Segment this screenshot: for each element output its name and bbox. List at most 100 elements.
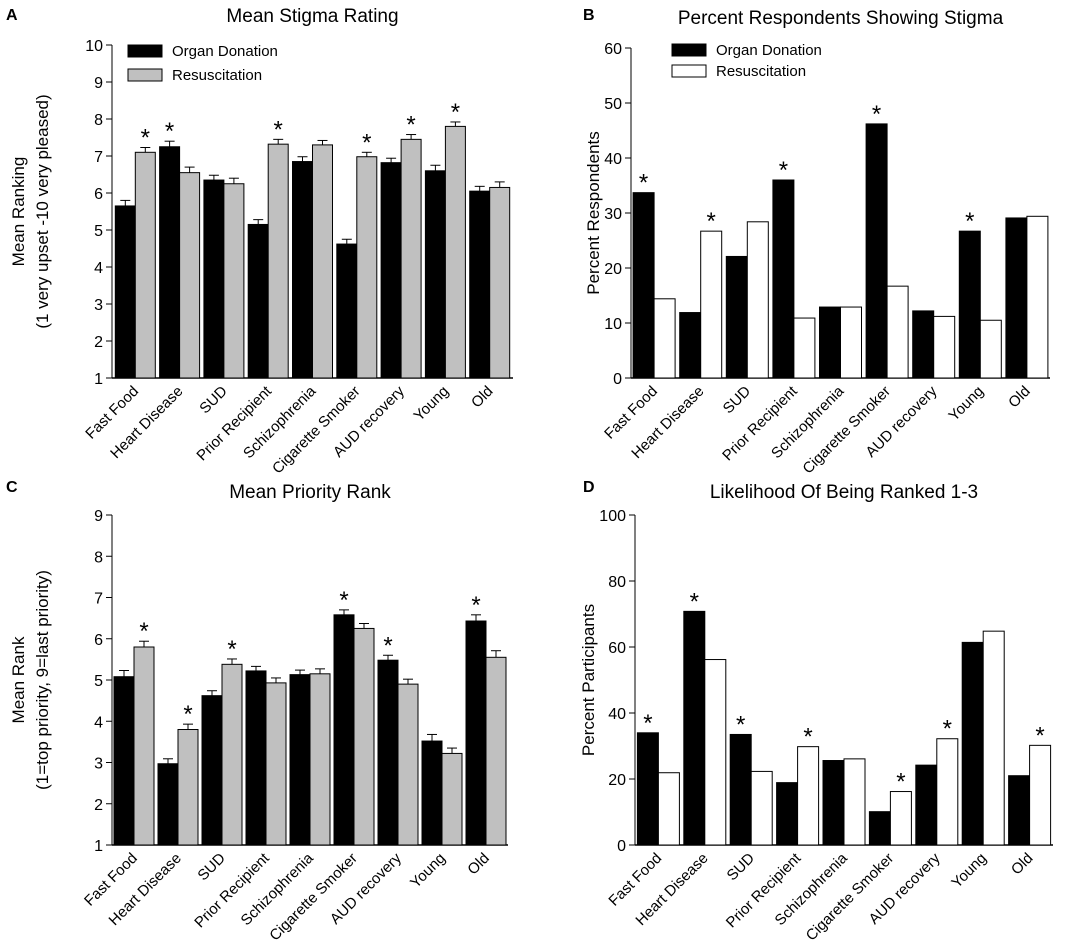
panel-a-letter: A (6, 7, 18, 24)
panel-d-xtick-young: Young (948, 850, 990, 892)
panel-a-bar-resuscitation-fast-food (134, 151, 156, 379)
panel-b-xtick-old: Old (1005, 383, 1034, 412)
panel-a-bar-resuscitation-heart-disease (179, 172, 201, 379)
panel-d-bar-resuscitation-sud (750, 770, 773, 846)
panel-b-ytick-label: 40 (604, 151, 622, 168)
panel-a-star-fast-food: * (141, 124, 150, 151)
panel-d-bar-resuscitation-schizophrenia (843, 758, 866, 846)
panel-a-ylabel-sub: (1 very upset -10 very pleased) (33, 94, 52, 328)
panel-b-bar-resuscitation-sud (746, 221, 769, 379)
panel-b-title: Percent Respondents Showing Stigma (678, 8, 1004, 29)
panel-c-ytick-label: 6 (94, 632, 103, 649)
panel-a-bar-resuscitation-cigarette-smoker (356, 156, 378, 379)
panel-b-ytick-label: 0 (613, 371, 622, 388)
panel-d-ytick-label: 40 (608, 706, 626, 723)
panel-d-bar-resuscitation-cigarette-smoker (889, 791, 912, 846)
panel-d-star-prior-recipient: * (803, 724, 812, 751)
panel-b-letter: B (583, 7, 595, 24)
panel-d-xtick-sud: SUD (724, 850, 759, 885)
panel-d-bar-resuscitation-aud-recovery (936, 738, 959, 846)
panel-a-ytick-label: 9 (94, 75, 103, 92)
panel-a-xtick-young: Young (411, 383, 453, 425)
panel-c-bar-organ-donation-aud-recovery (377, 659, 399, 846)
panel-c-letter: C (6, 479, 18, 496)
panel-d: D Likelihood Of Being Ranked 1-3 0 20 40 60 80… (579, 479, 1053, 944)
panel-d-star-heart-disease: * (690, 588, 699, 615)
panel-a-bar-organ-donation-schizophrenia (292, 161, 313, 379)
panel-d-bar-organ-donation-sud (729, 733, 752, 846)
panel-b-bar-resuscitation-prior-recipient (793, 317, 816, 379)
panel-d-ytick-label: 20 (608, 772, 626, 789)
panel-b-star-heart-disease: * (707, 208, 716, 235)
panel-d-star-aud-recovery: * (943, 716, 952, 743)
panel-a-ytick-label: 7 (94, 149, 103, 166)
panel-c-bar-resuscitation-cigarette-smoker (353, 627, 375, 846)
panel-b-bar-organ-donation-sud (725, 255, 748, 379)
panel-b-ytick-label: 10 (604, 316, 622, 333)
panel-c-bar-resuscitation-aud-recovery (397, 683, 419, 846)
panel-a-legend-swatch-organ-donation (127, 44, 163, 58)
panel-c-bar-resuscitation-schizophrenia (309, 673, 331, 846)
panel-a-bar-organ-donation-cigarette-smoker (336, 243, 358, 379)
panel-d-ytick-label: 100 (599, 508, 626, 525)
panel-a-bar-resuscitation-aud-recovery (400, 138, 422, 379)
panel-c-xtick-young: Young (407, 850, 449, 892)
panel-a-bar-organ-donation-sud (203, 179, 225, 379)
panel-a-star-cigarette-smoker: * (362, 129, 371, 156)
panel-d-bar-organ-donation-heart-disease (683, 610, 706, 846)
panel-d-bar-resuscitation-prior-recipient (797, 746, 820, 846)
panel-c-star-cigarette-smoker: * (339, 587, 348, 614)
panel-c-ylabel: Mean Rank (9, 636, 28, 723)
panel-b-bar-resuscitation-cigarette-smoker (886, 285, 909, 379)
panel-b-legend-label-organ-donation: Organ Donation (716, 42, 822, 59)
panel-a-bar-organ-donation-prior-recipient (247, 223, 269, 379)
panel-a-ytick-label: 8 (94, 112, 103, 129)
panel-c-ytick-label: 4 (94, 714, 103, 731)
panel-d-bar-resuscitation-young (982, 630, 1005, 846)
panel-a-bar-resuscitation-prior-recipient (267, 143, 289, 379)
panel-b-bar-organ-donation-heart-disease (679, 312, 702, 379)
panel-c-ytick-label: 3 (94, 756, 103, 773)
panel-a-legend-swatch-resuscitation (127, 68, 163, 82)
panel-d-bar-organ-donation-old (1008, 775, 1031, 846)
panel-a-ytick-label: 3 (94, 297, 103, 314)
panel-a-title: Mean Stigma Rating (226, 6, 398, 27)
panel-d-bar-organ-donation-aud-recovery (915, 764, 938, 846)
panel-b-xtick-cigarette-smoker: Cigarette Smoker (799, 383, 894, 478)
panel-b-bar-resuscitation-fast-food (653, 298, 676, 379)
panel-b-bar-resuscitation-old (1026, 215, 1049, 379)
panel-a-ylabel: Mean Ranking (9, 157, 28, 267)
panel-b-star-fast-food: * (639, 170, 648, 197)
panel-a-legend-label-resuscitation: Resuscitation (172, 67, 262, 84)
panel-c-bar-resuscitation-sud (221, 663, 243, 846)
panel-a-legend-label-organ-donation: Organ Donation (172, 43, 278, 60)
panel-d-bar-organ-donation-prior-recipient (776, 782, 799, 846)
panel-c-ytick-label: 8 (94, 549, 103, 566)
panel-a-star-prior-recipient: * (274, 116, 283, 143)
panel-b-ytick-label: 20 (604, 261, 622, 278)
panel-b-ylabel: Percent Respondents (584, 131, 603, 295)
panel-c-bar-organ-donation-sud (201, 695, 223, 846)
panel-b-legend-swatch-resuscitation (671, 64, 707, 78)
panel-b-star-cigarette-smoker: * (872, 101, 881, 128)
panel-b-xtick-sud: SUD (720, 383, 755, 418)
panel-c-bar-organ-donation-heart-disease (157, 763, 179, 846)
panel-c-ytick-label: 7 (94, 591, 103, 608)
panel-b-bar-organ-donation-old (1005, 217, 1028, 379)
panel-b-ytick-label: 50 (604, 96, 622, 113)
panel-d-letter: D (583, 479, 595, 496)
panel-c-xtick-sud: SUD (194, 850, 229, 885)
panel-a: A Mean Stigma Rating 1 2 3 4 5 6 7 8 9 10 Mean Ranki… (6, 6, 513, 477)
panel-a-ytick-label: 10 (85, 38, 103, 55)
panel-a-bar-organ-donation-aud-recovery (380, 162, 402, 379)
panel-c-title: Mean Priority Rank (229, 482, 391, 503)
panel-c-star-aud-recovery: * (383, 632, 392, 659)
panel-b-xtick-young: Young (945, 383, 987, 425)
panel-b: B Percent Respondents Showing Stigma 0 10 20… (583, 7, 1050, 477)
panel-b-bar-organ-donation-schizophrenia (819, 306, 841, 379)
panel-c-xtick-prior-recipient: Prior Recipient (191, 849, 273, 931)
panel-d-ytick-label: 80 (608, 574, 626, 591)
panel-c-bar-resuscitation-heart-disease (177, 729, 199, 846)
panel-c-bar-organ-donation-fast-food (113, 676, 135, 846)
panel-d-title: Likelihood Of Being Ranked 1-3 (710, 482, 978, 503)
